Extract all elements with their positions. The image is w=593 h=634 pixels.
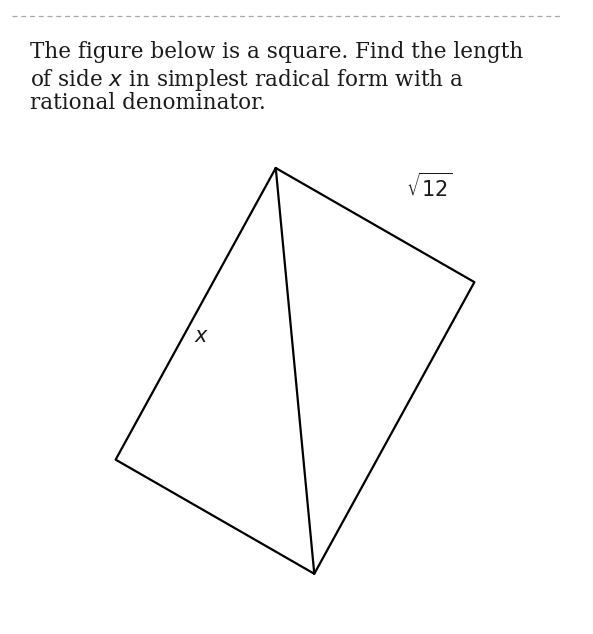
Text: of side $x$ in simplest radical form with a: of side $x$ in simplest radical form wit… <box>30 67 464 93</box>
Text: $x$: $x$ <box>194 327 209 346</box>
Text: rational denominator.: rational denominator. <box>30 92 266 114</box>
Text: The figure below is a square. Find the length: The figure below is a square. Find the l… <box>30 41 523 63</box>
Text: $\sqrt{12}$: $\sqrt{12}$ <box>406 173 452 201</box>
